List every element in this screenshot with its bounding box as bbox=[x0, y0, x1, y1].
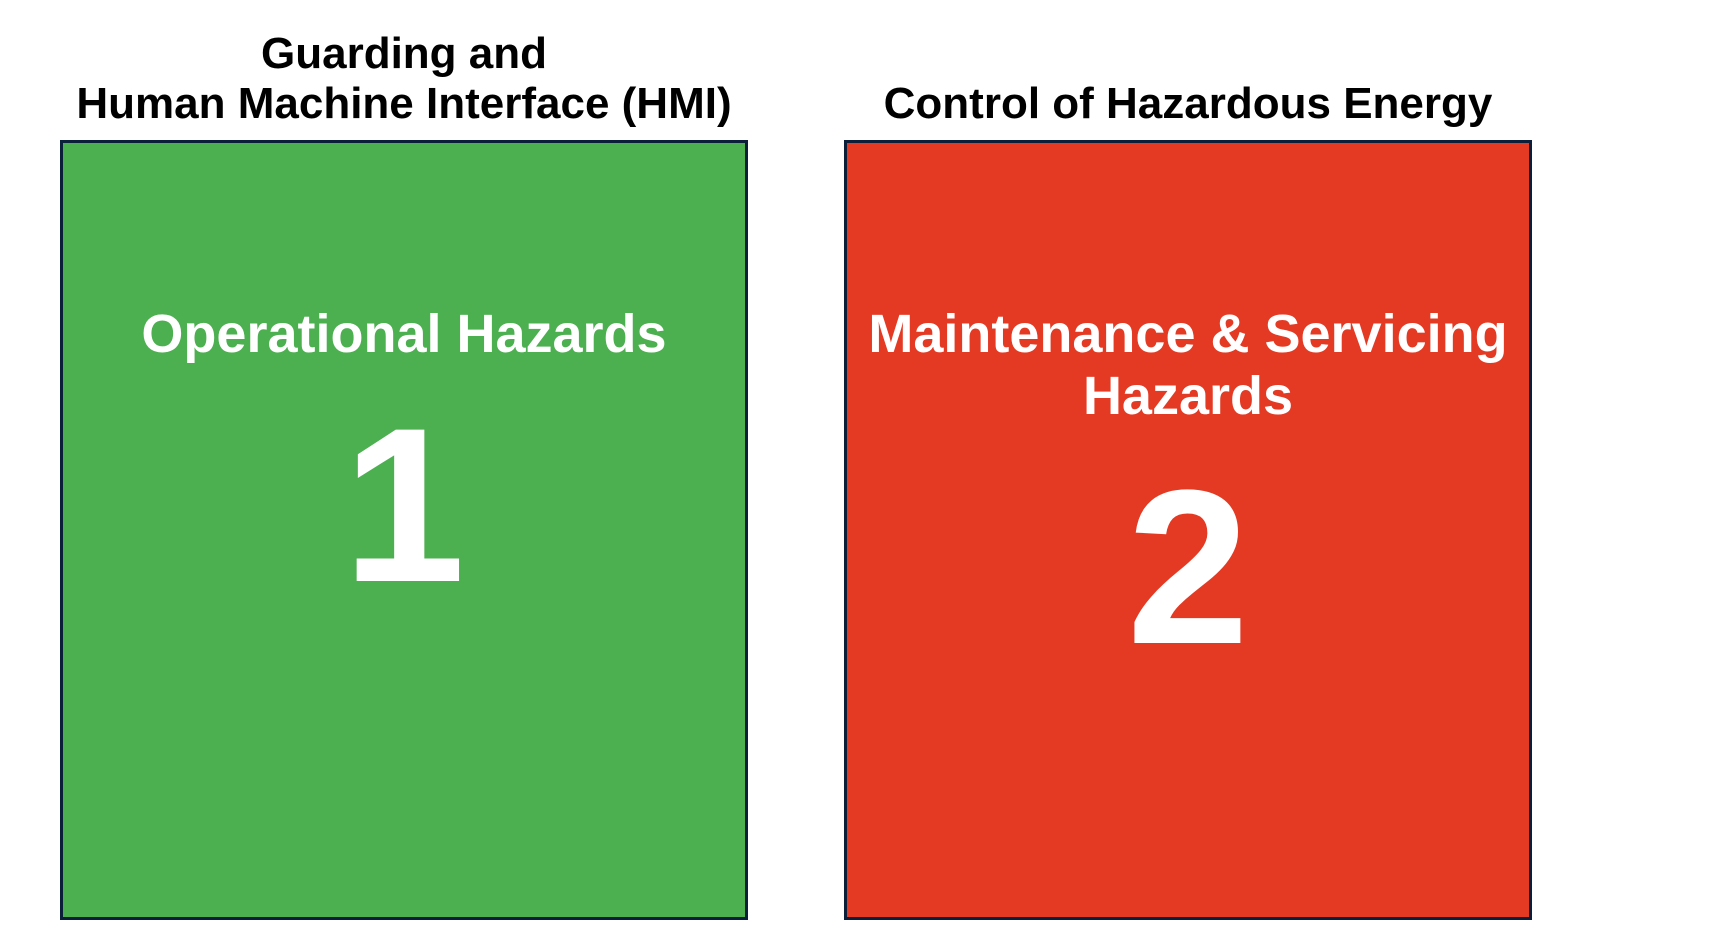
panel-operational: Guarding and Human Machine Interface (HM… bbox=[60, 20, 748, 920]
panel-maintenance-box: Maintenance & Servicing Hazards 2 bbox=[844, 140, 1532, 920]
panel-operational-number: 1 bbox=[343, 395, 465, 615]
panel-maintenance-label: Maintenance & Servicing Hazards bbox=[868, 303, 1507, 427]
panel-operational-title: Guarding and Human Machine Interface (HM… bbox=[76, 20, 731, 130]
panel-operational-label: Operational Hazards bbox=[141, 303, 666, 365]
panel-maintenance: Control of Hazardous Energy Maintenance … bbox=[844, 20, 1532, 920]
panel-maintenance-number: 2 bbox=[1127, 457, 1249, 677]
panel-maintenance-title: Control of Hazardous Energy bbox=[884, 20, 1493, 130]
diagram-canvas: Guarding and Human Machine Interface (HM… bbox=[0, 0, 1736, 946]
panel-operational-box: Operational Hazards 1 bbox=[60, 140, 748, 920]
